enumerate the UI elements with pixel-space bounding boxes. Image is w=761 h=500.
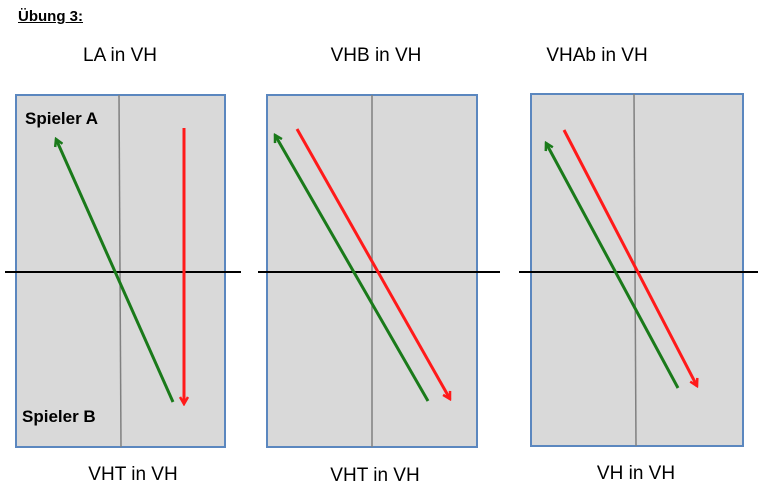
exercise-heading: Übung 3: (18, 8, 83, 25)
court-2 (258, 94, 500, 448)
court-2-red-arrow (295, 128, 452, 399)
court-3-green-arrow (546, 143, 680, 389)
court-1 (5, 94, 241, 448)
court-3-top-label: VHAb in VH (546, 45, 648, 66)
court-1-top-label: LA in VH (83, 45, 157, 66)
court-2-green-arrow (273, 135, 430, 402)
court-2-top-label: VHB in VH (330, 45, 422, 66)
court-3-center-line (633, 93, 637, 447)
court-3-bottom-label: VH in VH (596, 463, 676, 484)
player-b-label: Spieler B (22, 407, 96, 426)
court-2-bottom-label: VHT in VH (330, 465, 420, 486)
player-a-label: Spieler A (25, 109, 99, 128)
court-3 (519, 93, 758, 447)
court-3-red-arrow (562, 129, 697, 386)
court-1-bottom-label: VHT in VH (88, 464, 178, 485)
court-1-green-arrow (56, 139, 175, 403)
